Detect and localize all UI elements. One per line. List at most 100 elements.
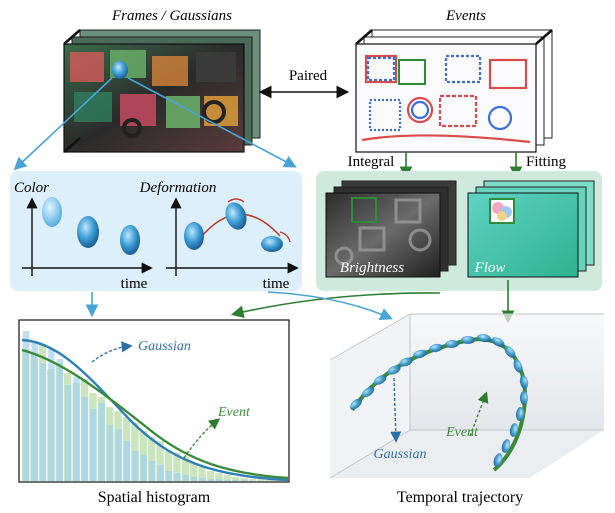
trajectory-gaussian-blob: [445, 339, 459, 349]
histogram-event-bar: [248, 479, 257, 481]
paired-label: Paired: [289, 68, 328, 84]
histogram-event-bar: [257, 479, 265, 481]
color-gaussian-3: [120, 225, 140, 255]
histogram-gaussian-bar: [157, 465, 164, 481]
trajectory-gaussian-blob: [461, 336, 475, 344]
histogram-gaussian-curve: [21, 338, 289, 482]
histogram-event-bar: [265, 480, 273, 481]
histogram-gaussian-bar: [115, 429, 122, 481]
histogram-event-bar: [215, 473, 223, 481]
integral-label: Integral: [348, 154, 395, 170]
brightness-pattern: [334, 198, 432, 266]
arrow-deformation-to-trajectory: [267, 291, 393, 320]
histogram-gaussian-bar: [241, 480, 248, 481]
trajectory-gaussian-blob: [387, 365, 401, 375]
frame-tile: [152, 56, 188, 86]
histogram-gaussian-bar: [98, 403, 105, 481]
frames-title: Frames / Gaussians: [111, 8, 232, 24]
histogram-gaussian-bar: [149, 461, 156, 481]
trajectory-left-wall: [330, 314, 410, 478]
histogram-event-bar: [223, 475, 231, 481]
trajectory-gaussian-blob: [513, 359, 523, 373]
trajectory-title: Temporal trajectory: [397, 489, 523, 506]
trajectory-gaussian-blob: [350, 398, 362, 410]
event-stack-corner: [355, 29, 553, 45]
arrow-frame-to-color: [13, 77, 113, 171]
histogram-event-curve: [21, 348, 289, 480]
event-patch-highlight: [398, 59, 426, 85]
event-pattern: [361, 54, 531, 144]
frame-tile: [196, 52, 236, 82]
histogram-gaussian-bar: [107, 425, 114, 481]
trajectory-back-wall: [410, 314, 604, 430]
deformation-gaussian-3: [261, 236, 283, 252]
histogram-gaussian-bar: [81, 397, 89, 481]
histogram-gaussian-bar: [224, 480, 231, 481]
histogram-gaussian-bar: [132, 451, 139, 481]
trajectory-gaussian-blob: [491, 337, 505, 347]
histogram-event-bar: [156, 441, 164, 481]
frame-stack-corner: [63, 29, 81, 153]
fitting-label: Fitting: [526, 154, 567, 170]
histogram-gaussian-bar: [123, 441, 131, 481]
frame-tile: [70, 52, 104, 82]
event-front: [355, 43, 537, 153]
histogram-event-bar: [148, 437, 156, 481]
deformation-gaussian-1: [184, 222, 204, 250]
histogram-bars: [22, 331, 282, 481]
histogram-event-bar: [206, 471, 215, 481]
histogram-gaussian-bar: [23, 331, 30, 481]
histogram-gaussian-bar: [48, 349, 55, 481]
deformation-tick: [227, 198, 245, 203]
trajectory-gaussian-blob: [520, 391, 528, 405]
frame-ring: [122, 118, 142, 138]
histogram-gaussian-bar: [207, 479, 215, 481]
histogram-gaussian-bar: [90, 409, 97, 481]
flow-front: [467, 192, 579, 278]
color-gaussian-1: [42, 197, 62, 227]
histogram-gaussian-bar: [182, 475, 189, 481]
histogram-gaussian-bar: [140, 455, 147, 481]
trajectory-event-label: Event: [445, 425, 479, 440]
events-title: Events: [445, 8, 486, 24]
gaussian-marker: [112, 61, 128, 79]
trajectory-event-pointer: [469, 391, 489, 437]
deformation-gaussian-2: [225, 202, 247, 230]
trajectory-gaussian-blob: [399, 357, 413, 367]
histogram-gaussian-pointer: [91, 341, 133, 363]
histogram-gaussian-bar: [165, 471, 173, 481]
color-time-label: time: [121, 276, 148, 292]
histogram-title: Spatial histogram: [98, 489, 211, 506]
histogram-gaussian-bar: [39, 363, 47, 481]
histogram-gaussian-bar: [216, 479, 223, 481]
events-stack: [355, 29, 553, 153]
trajectory-gaussian-blob: [519, 375, 529, 389]
trajectory-gaussian-pointer: [390, 377, 402, 443]
histogram-gaussian-bar: [174, 473, 181, 481]
histogram-gaussian-label: Gaussian: [138, 339, 191, 354]
histogram-event-bar: [181, 457, 189, 481]
trajectory-gaussian-blob: [509, 423, 519, 437]
brightness-label: Brightness: [340, 260, 404, 276]
histogram-event-bar: [190, 463, 198, 481]
trajectory-gaussian-blob: [504, 346, 516, 358]
deformation-time-label: time: [263, 276, 290, 292]
trajectory-gaussian-blob: [515, 407, 525, 421]
histogram-gaussian-bar: [31, 341, 38, 481]
histogram-event-bar: [240, 478, 248, 481]
histogram-event-bar: [198, 467, 206, 481]
histogram-event-bar: [164, 451, 173, 481]
trajectory-gaussian-blob: [361, 386, 375, 398]
brightness-patch-highlight: [351, 197, 377, 223]
histogram-gaussian-bar: [233, 480, 240, 481]
frames-stack: [63, 29, 261, 153]
trajectory-gaussian-blob: [493, 453, 503, 467]
brightness-stack: Brightness: [325, 180, 457, 278]
histogram-event-pointer: [183, 418, 221, 459]
trajectory-gaussian-label: Gaussian: [374, 447, 427, 462]
histogram-gaussian-bar: [199, 478, 206, 481]
arrow-brightness-to-histogram: [230, 292, 441, 319]
color-gaussian-2: [77, 216, 99, 248]
flow-stack: Flow: [467, 180, 595, 278]
